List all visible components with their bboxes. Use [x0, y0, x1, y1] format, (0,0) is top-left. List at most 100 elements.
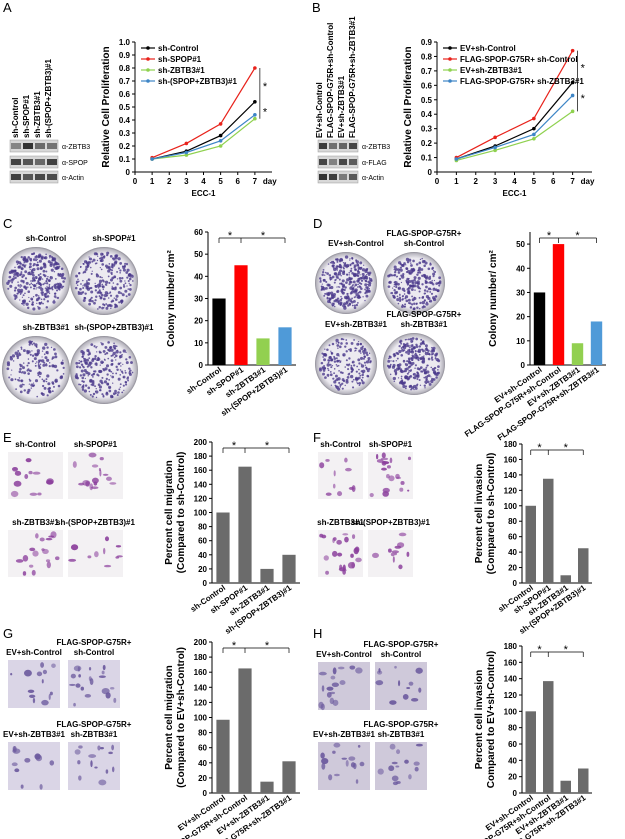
colony: [417, 282, 420, 286]
colony: [365, 360, 370, 364]
colony: [10, 378, 14, 382]
blot-band: [35, 159, 45, 165]
colony: [399, 298, 402, 302]
colony: [394, 368, 396, 371]
legend-label: EV+sh-Control: [460, 44, 516, 53]
cell: [408, 774, 412, 780]
colony: [104, 359, 106, 361]
colony: [19, 272, 23, 276]
colony: [101, 361, 104, 364]
colony: [118, 277, 122, 280]
colony: [38, 259, 42, 263]
colony: [21, 263, 25, 267]
colony: [75, 365, 79, 369]
colony: [413, 284, 417, 288]
colony: [429, 263, 432, 266]
colony: [17, 272, 20, 274]
colony: [413, 388, 415, 391]
y-tick-label: 160: [194, 466, 208, 475]
colony: [412, 372, 416, 376]
colony: [334, 258, 338, 261]
series-line: [456, 95, 574, 160]
colony: [128, 371, 132, 375]
colony: [388, 355, 391, 358]
colony: [438, 284, 441, 287]
colony: [124, 370, 126, 372]
cell: [20, 784, 24, 789]
y-tick-label: 120: [194, 494, 208, 503]
colony: [349, 349, 352, 353]
colony: [333, 360, 337, 363]
y-tick-label: 60: [508, 740, 517, 749]
cell: [391, 550, 400, 554]
colony: [40, 287, 44, 292]
colony: [349, 264, 352, 267]
colony: [398, 277, 402, 281]
bar: [543, 681, 554, 793]
colony: [427, 364, 429, 367]
colony: [348, 282, 351, 286]
colony: [407, 279, 412, 284]
colony: [110, 375, 112, 377]
colony: [428, 353, 431, 356]
colony: [80, 369, 84, 373]
colony: [128, 282, 130, 285]
cell: [98, 675, 106, 679]
colony: [46, 285, 48, 288]
colony: [394, 269, 397, 272]
y-tick-label: 0.9: [119, 51, 131, 60]
cell: [91, 477, 99, 484]
significance: *: [263, 81, 268, 93]
cell: [402, 694, 409, 700]
colony: [28, 369, 31, 372]
colony: [331, 302, 335, 306]
colony: [92, 372, 96, 375]
colony: [395, 360, 397, 362]
colony: [407, 282, 410, 285]
point: [493, 135, 497, 140]
blot-frame: [9, 155, 59, 169]
colony: [400, 353, 404, 357]
colony: [345, 339, 348, 341]
colony: [327, 367, 329, 370]
colony: [85, 286, 89, 290]
y-tick-label: 40: [508, 548, 517, 557]
colony: [367, 289, 371, 293]
colony: [32, 384, 36, 387]
colony: [122, 384, 125, 387]
colony: [124, 282, 127, 285]
cell: [349, 665, 356, 670]
colony: [342, 284, 346, 288]
cell: [24, 473, 29, 480]
cell: [41, 699, 49, 706]
colony: [30, 253, 33, 255]
y-tick-label: 140: [504, 675, 518, 684]
colony: [14, 276, 17, 279]
micrograph: [68, 452, 123, 499]
colony: [38, 366, 42, 370]
colony: [23, 383, 25, 386]
colony: [409, 384, 413, 388]
y-tick-label: 60: [194, 228, 203, 237]
colony: [42, 379, 46, 383]
colony: [334, 305, 336, 308]
blot-lane-label: FLAG-SPOP-G75R+sh-Control: [326, 23, 335, 138]
colony: [16, 263, 19, 265]
colony: [397, 271, 401, 274]
y-tick-label: 80: [198, 729, 207, 738]
colony: [14, 270, 17, 272]
colony: [353, 273, 357, 278]
cell: [25, 458, 32, 463]
colony: [94, 289, 98, 292]
cell: [407, 456, 412, 461]
colony: [405, 267, 409, 270]
colony: [342, 266, 345, 269]
colony: [355, 370, 358, 373]
y-tick-label: 0.4: [119, 116, 131, 125]
cell: [11, 762, 18, 767]
colony: [129, 273, 132, 276]
colony: [434, 357, 437, 359]
colony: [106, 382, 110, 386]
colony: [91, 270, 93, 272]
colony: [409, 350, 412, 354]
